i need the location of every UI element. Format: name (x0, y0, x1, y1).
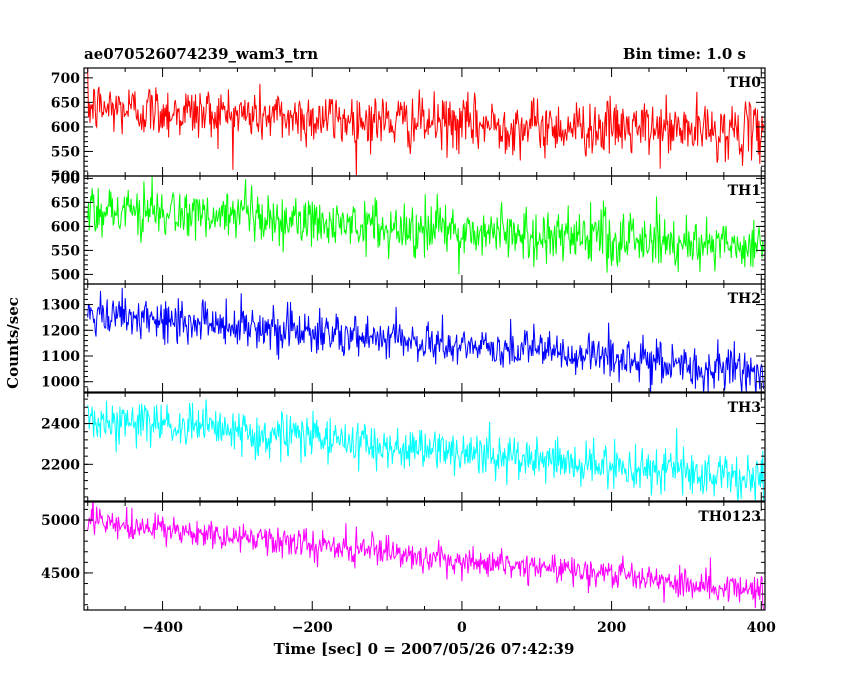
panel-th3: 2200 2400 TH3 (41, 392, 766, 502)
y-tick-label: 4500 (41, 566, 80, 582)
y-tick-label: 500 (51, 267, 80, 283)
y-tick-label: 1000 (41, 375, 80, 391)
y-tick-label: 650 (51, 195, 80, 211)
panel-label: TH1 (728, 183, 761, 199)
panel-th0: 500 550 600 650 700 TH0 (51, 67, 766, 185)
y-tick-label: 700 (51, 171, 80, 187)
y-tick-label: 500 (51, 169, 80, 185)
panels: 500 550 600 650 700 TH0 500 550 600 650 700 TH1 1000… (41, 67, 776, 636)
series-th2 (87, 287, 764, 392)
y-axis-title: Counts/sec (4, 297, 22, 389)
panel-th2: 1000 1100 1200 1300 TH2 (41, 283, 766, 393)
panel-frame (83, 501, 766, 611)
x-tick-label: −400 (142, 620, 183, 636)
y-tick-label: 600 (51, 219, 80, 235)
bin-time-label: Bin time: 1.0 s (623, 45, 746, 63)
y-tick-label: 650 (51, 95, 80, 111)
x-tick-label: 0 (457, 620, 467, 636)
y-tick-label: 5000 (41, 513, 80, 529)
series-th1 (87, 176, 764, 275)
series-th0 (87, 69, 764, 176)
y-tick-label: 600 (51, 120, 80, 136)
panel-label: TH2 (728, 291, 761, 307)
y-tick-label: 550 (51, 144, 80, 160)
panel-label: TH3 (728, 400, 761, 416)
series-th0123 (87, 502, 764, 610)
chart-title: ae070526074239_wam3_trn (84, 45, 318, 63)
series-th3 (87, 399, 764, 501)
x-axis-title: Time [sec] 0 = 2007/05/26 07:42:39 (274, 640, 575, 658)
y-tick-label: 1100 (41, 349, 80, 365)
x-tick-label: 200 (597, 620, 626, 636)
y-tick-label: 550 (51, 243, 80, 259)
panel-th0123: 4500 5000 TH0123 (41, 501, 766, 611)
x-tick-label: −200 (292, 620, 333, 636)
panel-th1: 500 550 600 650 700 TH1 (51, 171, 766, 285)
y-tick-label: 1300 (41, 298, 80, 314)
panel-label: TH0 (728, 75, 762, 91)
y-tick-label: 2400 (41, 417, 80, 433)
y-tick-label: 700 (51, 71, 80, 87)
panel-label: TH0123 (698, 509, 761, 525)
y-tick-label: 2200 (41, 457, 80, 473)
x-tick-label: 400 (747, 620, 776, 636)
y-tick-label: 1200 (41, 323, 80, 339)
